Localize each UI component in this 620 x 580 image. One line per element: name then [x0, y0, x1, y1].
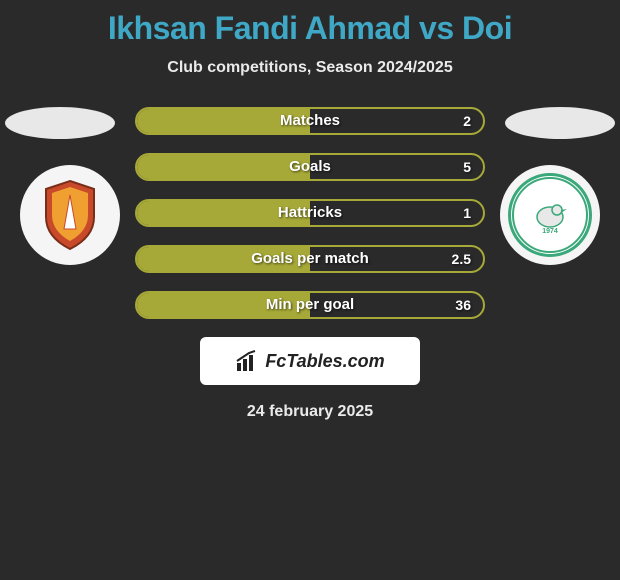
brand-box[interactable]: FcTables.com	[200, 337, 420, 385]
club-badge-left	[20, 165, 120, 265]
stat-label: Min per goal	[137, 293, 483, 317]
stat-value-right: 2.5	[452, 247, 471, 271]
club-year-label: 1974	[542, 228, 558, 235]
stat-row: Goals5	[135, 153, 485, 181]
bird-icon: 1974	[508, 173, 592, 257]
subtitle: Club competitions, Season 2024/2025	[0, 59, 620, 77]
page-title: Ikhsan Fandi Ahmad vs Doi	[0, 0, 620, 47]
stats-list: Matches2Goals5Hattricks1Goals per match2…	[135, 107, 485, 319]
player-avatar-left	[5, 107, 115, 139]
stat-value-right: 5	[463, 155, 471, 179]
player-avatar-right	[505, 107, 615, 139]
stat-row: Hattricks1	[135, 199, 485, 227]
stat-label: Matches	[137, 109, 483, 133]
brand-label: FcTables.com	[265, 351, 384, 372]
shield-icon	[42, 179, 98, 251]
stat-label: Goals	[137, 155, 483, 179]
stat-row: Min per goal36	[135, 291, 485, 319]
stat-value-right: 1	[463, 201, 471, 225]
chart-icon	[235, 349, 259, 373]
date-label: 24 february 2025	[0, 403, 620, 421]
stat-row: Goals per match2.5	[135, 245, 485, 273]
club-badge-right: 1974	[500, 165, 600, 265]
comparison-panel: 1974 Matches2 Goals5 Hattricks1 Goals per m…	[0, 107, 620, 421]
stat-label: Goals per match	[137, 247, 483, 271]
stat-value-right: 2	[463, 109, 471, 133]
stat-value-right: 36	[455, 293, 471, 317]
stat-row: Matches2	[135, 107, 485, 135]
stat-label: Hattricks	[137, 201, 483, 225]
